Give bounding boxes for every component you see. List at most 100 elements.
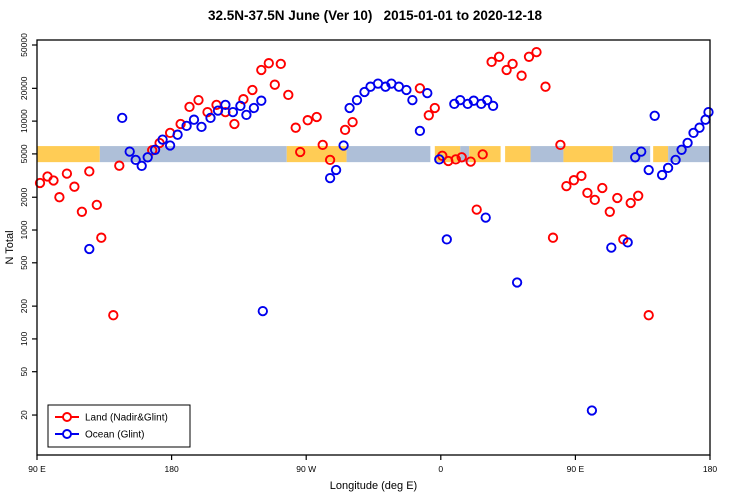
data-point-ocean	[511, 277, 523, 288]
data-point-ocean	[606, 242, 617, 253]
y-tick-label: 200	[19, 299, 29, 313]
data-point-ocean	[220, 99, 231, 111]
legend-label: Land (Nadir&Glint)	[85, 413, 168, 424]
y-tick-label: 10000	[19, 109, 29, 133]
data-point-land	[625, 197, 636, 209]
y-tick-label: 1000	[19, 220, 29, 239]
data-point-land	[54, 192, 65, 203]
data-point-ocean	[656, 169, 668, 181]
data-point-land	[108, 310, 119, 321]
data-point-ocean	[359, 86, 370, 98]
data-point-ocean	[407, 94, 418, 106]
data-point-ocean	[142, 152, 153, 163]
data-point-land	[263, 58, 274, 69]
data-point-ocean	[487, 100, 499, 112]
data-point-land	[414, 83, 426, 94]
y-tick-label: 2000	[19, 188, 29, 207]
data-point-land	[493, 51, 505, 62]
data-point-ocean	[586, 405, 598, 416]
data-point-ocean	[688, 127, 699, 139]
data-point-land	[561, 180, 572, 192]
data-point-land	[568, 175, 580, 186]
data-point-land	[423, 110, 434, 121]
data-point-ocean	[682, 137, 693, 149]
x-tick-label: 90 E	[28, 464, 46, 474]
data-point-ocean	[441, 234, 452, 245]
data-point-land	[324, 154, 336, 166]
data-point-land	[523, 51, 535, 62]
surface-band-land	[505, 146, 531, 163]
data-point-land	[486, 56, 497, 68]
data-point-land	[582, 187, 593, 199]
data-point-land	[69, 181, 80, 192]
data-point-ocean	[694, 122, 705, 133]
data-point-ocean	[181, 120, 192, 132]
data-point-ocean	[117, 112, 128, 124]
surface-band-ocean	[99, 146, 287, 163]
data-point-land	[576, 170, 587, 182]
data-point-land	[211, 99, 222, 111]
data-point-land	[91, 199, 102, 211]
data-point-land	[643, 310, 654, 321]
y-tick-label: 50000	[19, 33, 29, 57]
data-point-ocean	[157, 134, 168, 145]
data-point-land	[269, 79, 280, 90]
surface-band-ocean	[668, 146, 710, 163]
data-point-ocean	[256, 95, 267, 106]
y-tick-label: 5000	[19, 144, 29, 163]
data-point-land	[450, 154, 461, 165]
y-tick-label: 20	[19, 410, 29, 420]
data-point-ocean	[414, 125, 426, 137]
surface-band-ocean	[530, 146, 564, 163]
y-tick-label: 100	[19, 332, 29, 346]
data-point-land	[311, 111, 322, 123]
data-point-ocean	[212, 105, 224, 116]
surface-band-land	[653, 146, 669, 163]
data-point-ocean	[196, 121, 207, 133]
data-point-ocean	[241, 109, 252, 121]
y-tick-label: 500	[19, 255, 29, 269]
data-point-land	[184, 101, 195, 113]
x-axis-label: Longitude (deg E)	[330, 480, 417, 492]
data-point-ocean	[164, 140, 176, 151]
data-point-land	[471, 204, 482, 215]
data-point-land	[84, 166, 95, 177]
data-point-land	[501, 64, 512, 76]
surface-band-land	[469, 146, 501, 163]
data-point-land	[96, 232, 107, 243]
data-point-land	[34, 177, 46, 189]
data-point-ocean	[344, 102, 355, 114]
data-point-ocean	[662, 162, 674, 174]
data-point-land	[283, 89, 294, 101]
data-point-ocean	[636, 146, 647, 157]
x-tick-label: 90 E	[567, 464, 585, 474]
data-point-ocean	[257, 305, 268, 317]
data-point-ocean	[643, 164, 654, 176]
y-axis-label: N Total	[4, 230, 16, 264]
surface-band-land	[37, 146, 100, 163]
data-point-land	[317, 139, 328, 151]
data-point-land	[247, 84, 258, 96]
data-point-land	[477, 149, 488, 160]
data-point-ocean	[227, 106, 239, 118]
data-point-ocean	[130, 154, 141, 166]
data-point-ocean	[670, 154, 681, 166]
data-point-ocean	[482, 94, 493, 106]
data-point-ocean	[434, 154, 445, 165]
data-point-ocean	[205, 112, 216, 124]
surface-band-land	[286, 146, 347, 163]
chart-title: 32.5N-37.5N June (Ver 10) 2015-01-01 to …	[208, 8, 542, 23]
data-point-land	[76, 206, 88, 217]
data-point-land	[48, 175, 59, 186]
data-point-ocean	[480, 212, 491, 223]
surface-band-land	[434, 146, 461, 163]
data-point-ocean	[188, 114, 200, 125]
data-point-land	[275, 58, 286, 70]
x-tick-label: 180	[703, 464, 717, 474]
data-point-land	[256, 64, 267, 76]
data-point-land	[507, 58, 518, 70]
data-point-land	[302, 115, 313, 126]
data-point-ocean	[351, 94, 363, 106]
x-tick-label: 0	[438, 464, 443, 474]
